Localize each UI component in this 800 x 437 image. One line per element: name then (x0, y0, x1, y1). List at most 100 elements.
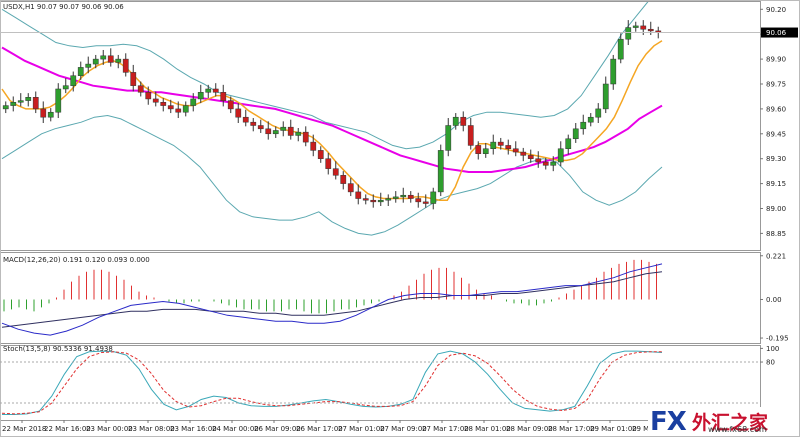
time-tick-label: 23 Mar 16:00 (170, 425, 217, 433)
candle-body (167, 105, 174, 110)
candle-body (302, 131, 309, 143)
candle-body (62, 85, 69, 90)
price-tick-label: 89.60 (766, 105, 786, 113)
macd-main-line (1, 271, 663, 328)
price-tick-label: 90.20 (766, 6, 786, 14)
candle-body (197, 92, 204, 100)
candle-body (295, 131, 302, 136)
time-tick-label: 27 Mar 17:00 (422, 425, 469, 433)
candle-body (220, 92, 227, 101)
candle-body (122, 58, 129, 73)
time-tick-label: 23 Mar 08:00 (128, 425, 175, 433)
time-tick-label: 28 Mar 09:00 (506, 425, 553, 433)
candle-body (467, 125, 474, 146)
candle-body (587, 116, 594, 123)
candle-body (332, 168, 339, 176)
candle-body (85, 63, 92, 68)
candle-body (497, 141, 504, 146)
candlesticks (2, 20, 662, 210)
candle-body (460, 116, 467, 126)
time-tick-label: 28 Mar 17:00 (548, 425, 595, 433)
candle-body (407, 194, 414, 199)
candle-body (182, 105, 189, 113)
candle-body (557, 148, 564, 163)
candle-body (130, 72, 137, 86)
candle-body (452, 116, 459, 126)
price-tick-label: 88.85 (766, 230, 786, 238)
candle-body (265, 128, 272, 135)
candle-body (115, 58, 122, 63)
candle-body (400, 194, 407, 198)
candle-body (190, 98, 197, 106)
logo-chinese-text: 外汇之家 (692, 412, 769, 434)
price-series (1, 0, 663, 236)
candle-body (10, 102, 17, 106)
candle-body (580, 121, 587, 130)
candle-body (100, 55, 107, 60)
candle-body (235, 108, 242, 118)
candle-body (92, 58, 99, 65)
candle-body (205, 88, 212, 93)
candle-body (572, 128, 579, 140)
stoch-panel (1, 350, 663, 415)
candle-body (32, 97, 39, 110)
main-chart-title: USDX,H1 90.07 90.07 90.06 90.06 (3, 3, 124, 11)
candle-body (550, 161, 557, 166)
candle-body (55, 88, 62, 113)
price-tick-label: 89.75 (766, 81, 786, 89)
candle-body (415, 198, 422, 203)
candle-body (640, 25, 647, 30)
time-tick-label: 24 Mar 00:00 (212, 425, 259, 433)
price-tick-label: 89.15 (766, 180, 786, 188)
candle-body (385, 198, 392, 201)
candle-body (310, 141, 317, 151)
candle-body (25, 97, 32, 101)
macd-tick-label: -0.195 (766, 335, 789, 343)
candle-body (70, 75, 77, 86)
panel-frame-3 (0, 345, 761, 421)
candle-body (347, 183, 354, 193)
candle-body (430, 191, 437, 204)
candle-body (145, 92, 152, 100)
price-tick-label: 89.30 (766, 155, 786, 163)
candle-body (490, 141, 497, 149)
candle-body (565, 138, 572, 149)
fx68-logo: FX 外汇之家 www.fx68.com (648, 407, 798, 437)
candle-body (152, 98, 159, 103)
candle-body (250, 121, 257, 126)
candle-body (505, 145, 512, 149)
candle-body (242, 116, 249, 123)
price-tick-label: 89.45 (766, 130, 786, 138)
stoch-title: Stoch(13,5,8) 90.5336 91.4938 (3, 345, 113, 353)
macd-tick-label: 0.221 (766, 252, 786, 260)
candle-body (632, 25, 639, 28)
current-price-label: 90.06 (766, 29, 787, 37)
time-tick-label: 27 Mar 09:00 (380, 425, 427, 433)
time-tick-label: 23 Mar 00:00 (86, 425, 133, 433)
macd-signal-line (1, 263, 663, 336)
bollinger-lower (1, 114, 663, 236)
price-tick-label: 89.90 (766, 56, 786, 64)
logo-fx-text: FX (650, 407, 687, 437)
current-price-box (761, 27, 798, 38)
candle-body (355, 191, 362, 199)
candle-body (257, 125, 264, 130)
stoch-signal-line (1, 351, 662, 415)
time-tick-label: 22 Mar 2018 (2, 425, 46, 433)
candle-body (482, 148, 489, 154)
candle-body (2, 105, 9, 110)
fast-moving-average (1, 40, 663, 201)
candle-body (40, 108, 47, 118)
candle-body (512, 148, 519, 153)
candle-body (137, 85, 144, 93)
price-tick-label: 89.00 (766, 205, 786, 213)
candle-body (325, 158, 332, 169)
logo-url-text: www.fx68.com (708, 425, 767, 434)
candle-body (542, 161, 549, 166)
candle-body (625, 27, 632, 40)
macd-panel (1, 259, 663, 336)
candle-body (317, 150, 324, 159)
panel-frame-1 (0, 1, 761, 251)
